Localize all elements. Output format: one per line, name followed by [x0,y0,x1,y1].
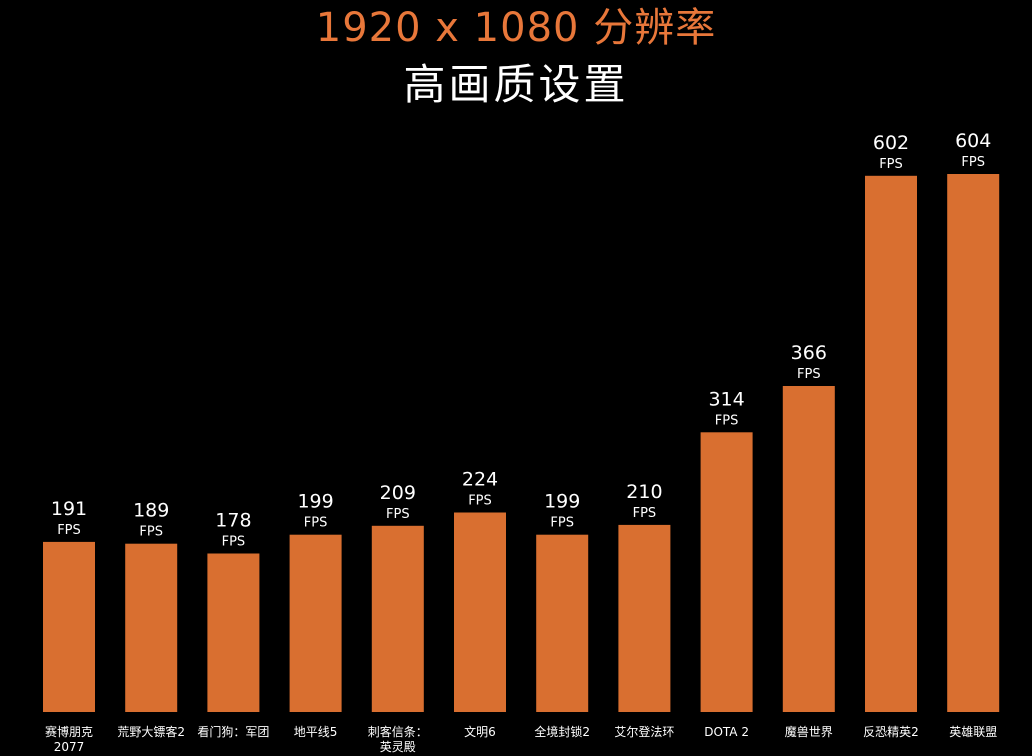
bar [700,432,753,712]
data-label-unit: FPS [961,155,985,170]
bar [536,534,589,712]
category-label: 魔兽世界 [785,724,833,739]
data-label-unit: FPS [550,516,574,531]
data-label-unit: FPS [633,506,657,521]
data-label: 210 [626,481,662,503]
category-label: 荒野大镖客2 [117,724,185,739]
data-label: 602 [873,132,909,154]
data-label-unit: FPS [304,516,328,531]
bar [865,175,917,713]
category-label: 反恐精英2 [863,725,919,739]
data-label-unit: FPS [386,507,410,522]
bar [371,525,424,712]
category-label: 全境封锁2 [534,724,590,739]
data-label: 189 [133,500,169,522]
data-label-unit: FPS [57,523,81,538]
data-label: 224 [462,469,498,491]
data-label: 199 [544,491,580,513]
category-label: 艾尔登法环 [614,724,674,739]
data-label: 199 [297,491,333,513]
category-label: 文明6 [464,724,496,739]
category-label: 看门狗：军团 [197,724,269,739]
data-label: 314 [708,388,744,410]
bar [207,553,260,712]
bar [125,543,178,712]
bar [618,524,671,712]
data-label-unit: FPS [222,535,246,550]
category-label: 英雄联盟 [949,724,997,739]
data-label-unit: FPS [139,525,163,540]
data-label-unit: FPS [468,494,492,509]
bar [289,534,342,712]
category-label: 英灵殿 [380,740,416,754]
category-label: 赛博朋克 [45,724,93,739]
data-label-unit: FPS [797,367,821,382]
chart-subtitle: 高画质设置 [403,60,629,109]
category-label: 2077 [54,740,85,754]
data-label: 178 [215,510,251,532]
data-label-unit: FPS [715,413,739,428]
bar [454,512,506,712]
chart-title: 1920 x 1080 分辨率 [315,5,717,51]
bar [43,541,95,712]
data-label: 366 [791,342,827,364]
category-label: DOTA 2 [704,725,749,739]
data-label-unit: FPS [879,157,903,172]
bar [782,386,835,712]
category-label: 地平线5 [294,725,338,739]
category-label: 刺客信条： [368,724,428,739]
data-label: 209 [380,482,416,504]
bar [947,174,1000,712]
data-label: 191 [51,498,87,520]
data-label: 604 [955,130,991,152]
